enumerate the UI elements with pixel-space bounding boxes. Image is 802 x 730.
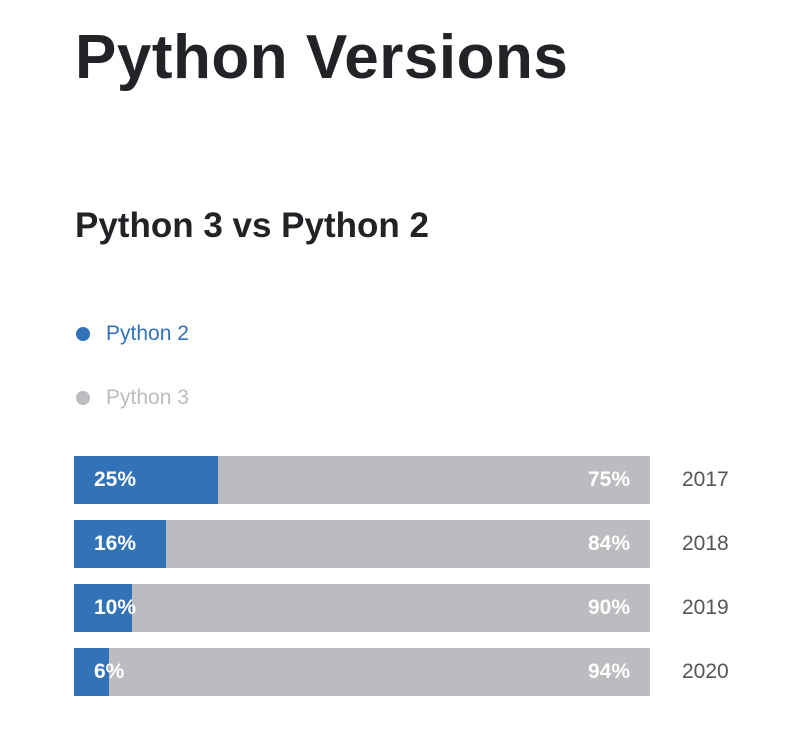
- legend-item-python-3[interactable]: Python 3: [76, 386, 189, 410]
- bar-row-2020: 6% 94% 2020: [74, 648, 729, 696]
- legend-dot-icon: [76, 327, 90, 341]
- legend-label: Python 3: [106, 386, 189, 409]
- bar-label-python-2: 6%: [94, 660, 125, 683]
- bar-label-python-3: 75%: [587, 468, 630, 491]
- bar-python-2: [74, 584, 132, 632]
- bar-python-2: [74, 648, 109, 696]
- legend-dot-icon: [76, 391, 90, 405]
- category-label: 2020: [682, 660, 729, 683]
- page-title: Python Versions: [75, 23, 569, 92]
- bar-label-python-2: 16%: [94, 532, 137, 555]
- chart-title: Python 3 vs Python 2: [75, 206, 429, 245]
- legend-item-python-2[interactable]: Python 2: [76, 322, 189, 346]
- category-label: 2019: [682, 596, 729, 619]
- bar-row-2017: 25% 75% 2017: [74, 456, 729, 504]
- legend-label: Python 2: [106, 322, 189, 345]
- category-label: 2018: [682, 532, 729, 555]
- bar-label-python-2: 25%: [94, 468, 137, 491]
- bar-row-2019: 10% 90% 2019: [74, 584, 729, 632]
- bar-row-2018: 16% 84% 2018: [74, 520, 729, 568]
- bar-python-2: [74, 456, 218, 504]
- bar-label-python-3: 84%: [587, 532, 630, 555]
- bar-label-python-2: 10%: [94, 596, 137, 619]
- bar-label-python-3: 94%: [587, 660, 630, 683]
- bar-label-python-3: 90%: [587, 596, 630, 619]
- category-label: 2017: [682, 468, 729, 491]
- bar-python-2: [74, 520, 167, 568]
